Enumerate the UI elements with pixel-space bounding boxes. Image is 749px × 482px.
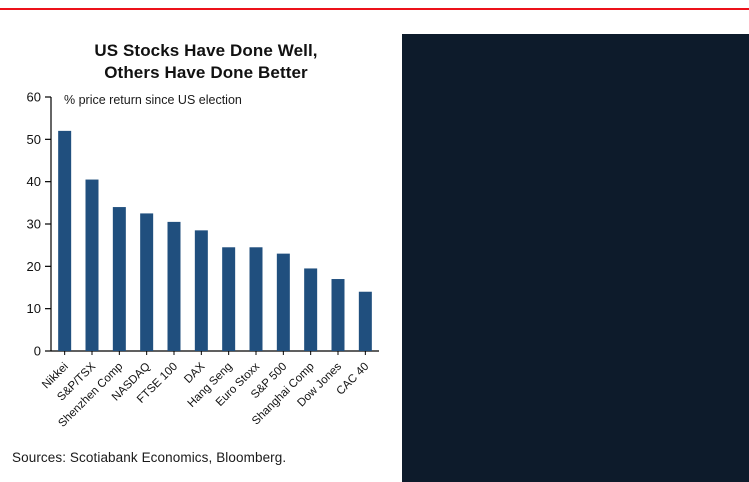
dark-side-panel bbox=[402, 34, 749, 482]
sources-text: Sources: Scotiabank Economics, Bloomberg… bbox=[12, 450, 287, 465]
y-tick-label: 10 bbox=[27, 301, 41, 316]
bar-chart-plot: % price return since US election 0 10 20 30 4… bbox=[27, 90, 379, 430]
bar-dax bbox=[194, 230, 208, 352]
y-tick-label: 30 bbox=[27, 217, 41, 232]
bar-s-p-tsx bbox=[85, 179, 99, 352]
y-tick-label: 60 bbox=[27, 90, 41, 105]
chart-title-line1: US Stocks Have Done Well, bbox=[94, 41, 318, 60]
y-tick-label: 0 bbox=[34, 344, 41, 359]
bar-nasdaq bbox=[140, 213, 154, 352]
y-tick-label: 20 bbox=[27, 259, 41, 274]
chart-card: US Stocks Have Done Well, Others Have Do… bbox=[6, 40, 406, 470]
bar-nikkei bbox=[58, 131, 72, 352]
bar-shenzhen-comp bbox=[112, 207, 126, 352]
bar-cac-40 bbox=[358, 291, 372, 352]
chart-title: US Stocks Have Done Well, Others Have Do… bbox=[6, 40, 406, 84]
bar-s-p-500 bbox=[276, 253, 290, 352]
chart-subtitle: % price return since US election bbox=[64, 93, 242, 107]
bar-hang-seng bbox=[222, 247, 236, 352]
chart-title-line2: Others Have Done Better bbox=[104, 63, 308, 83]
y-tick-label: 50 bbox=[27, 132, 41, 147]
bar-dow-jones bbox=[331, 279, 345, 352]
bar-euro-stoxx bbox=[249, 247, 263, 352]
bar-ftse-100 bbox=[167, 222, 181, 352]
bar-shanghai-comp bbox=[304, 268, 318, 352]
y-tick-label: 40 bbox=[27, 174, 41, 189]
top-accent-line bbox=[0, 8, 749, 10]
